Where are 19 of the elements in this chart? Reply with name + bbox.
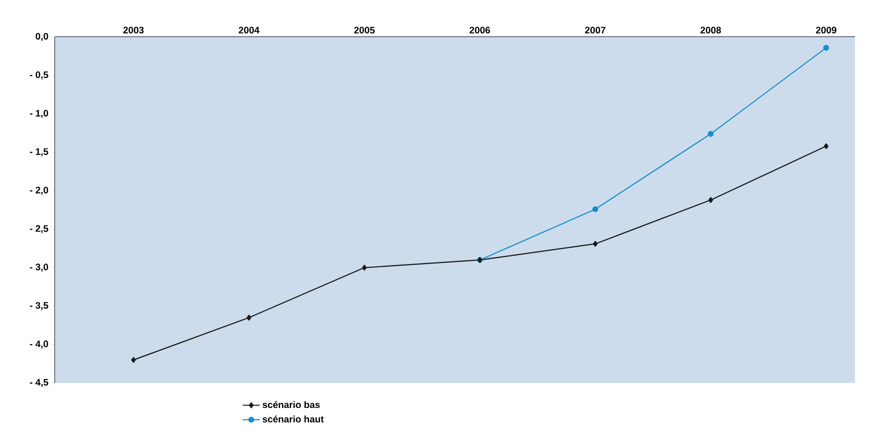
y-tick-label: - 4,0	[30, 340, 48, 349]
y-tick-label: - 2,5	[30, 225, 48, 234]
y-tick-label: - 0,5	[30, 71, 48, 80]
y-tick-label: - 1,5	[30, 148, 48, 156]
legend-label: scénario haut	[262, 415, 324, 422]
x-tick-label: 2009	[816, 26, 836, 34]
y-tick-label: - 3,5	[30, 302, 48, 310]
x-tick-label: 2004	[238, 26, 260, 34]
x-tick-label: 2003	[123, 26, 144, 34]
x-tick-label: 2006	[470, 26, 490, 34]
x-tick-label: 2008	[700, 26, 721, 34]
y-tick-label: 0,0	[36, 32, 48, 42]
y-tick-label: - 1,0	[30, 110, 48, 118]
y-tick-label: - 2,0	[30, 186, 48, 195]
y-tick-label: - 4,5	[30, 379, 48, 387]
y-tick-label: - 3,0	[30, 264, 48, 272]
legend-label: scénario bas	[262, 401, 320, 408]
x-tick-label: 2005	[354, 26, 375, 34]
x-tick-label: 2007	[585, 26, 606, 34]
